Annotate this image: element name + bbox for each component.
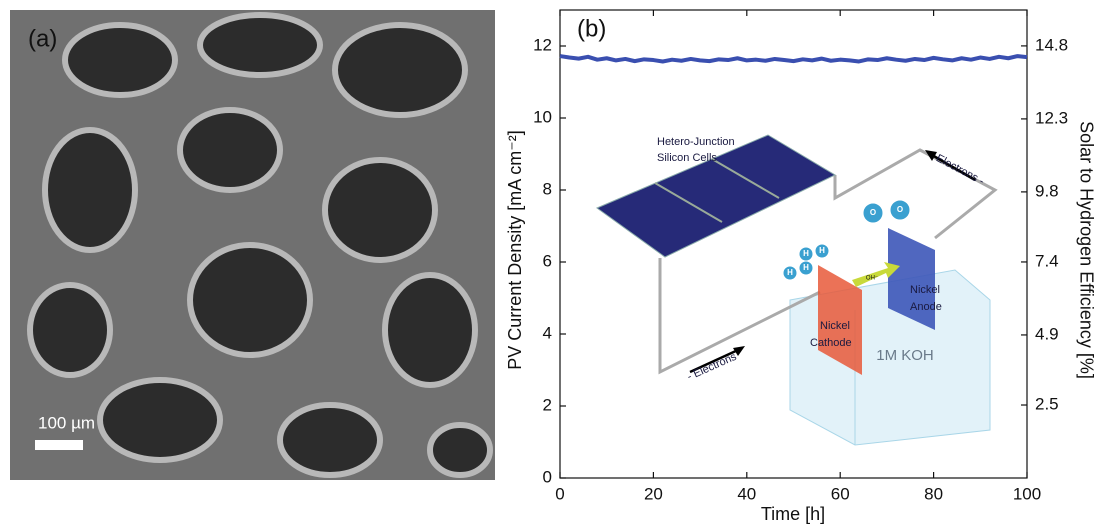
panel-text: Silicon Cells <box>657 152 717 164</box>
y-tick-label: 10 <box>533 107 552 126</box>
hydrogen-label: H <box>803 249 809 258</box>
y2-tick-label: 4.9 <box>1035 324 1059 343</box>
hydrogen-label: H <box>803 263 809 272</box>
oxygen-label: O <box>870 208 876 217</box>
y-axis-title: PV Current Density [mA cm⁻²] <box>505 130 525 370</box>
electrons-label: Electrons - <box>934 152 986 187</box>
y-tick-label: 12 <box>533 35 552 54</box>
x-axis-title: Time [h] <box>761 504 825 524</box>
inset-diagram: H H H H O O OH⁻ Hetero-Junction Silicon … <box>595 134 998 446</box>
electrolyte-label: 1M KOH <box>876 347 934 364</box>
y-tick-label: 6 <box>543 251 552 270</box>
panel-text: Hetero-Junction <box>657 136 735 148</box>
y2-axis-title: Solar to Hydrogen Efficiency [%] <box>1076 121 1096 379</box>
y-tick-label: 4 <box>543 323 552 342</box>
anode-label: Nickel <box>910 284 940 296</box>
frame <box>559 9 1028 479</box>
x-tick-label: 40 <box>737 484 756 503</box>
x-tick-label: 100 <box>1013 484 1041 503</box>
y2-tick-label: 12.3 <box>1035 108 1068 127</box>
oxygen-label: O <box>897 205 903 214</box>
y2-tick-label: 7.4 <box>1035 251 1059 270</box>
y2-tick-label: 14.8 <box>1035 35 1068 54</box>
x-tick-label: 0 <box>555 484 564 503</box>
y-tick-label: 2 <box>543 395 552 414</box>
sem-image: 100 µm (a) <box>10 10 495 480</box>
y-tick-label: 0 <box>543 467 552 486</box>
hydroxide-label: OH⁻ <box>866 276 878 282</box>
hydrogen-label: H <box>787 268 793 277</box>
x-tick-label: 20 <box>644 484 663 503</box>
panel-label: (b) <box>577 15 606 42</box>
anode-label: Anode <box>910 301 942 313</box>
x-tick-label: 80 <box>924 484 943 503</box>
hydrogen-label: H <box>819 246 825 255</box>
cathode-label: Cathode <box>810 337 852 349</box>
plot: (b) Time [h] PV Current Density [mA cm⁻²… <box>505 9 1096 524</box>
x-tick-label: 60 <box>831 484 850 503</box>
y-tick-label: 8 <box>543 179 552 198</box>
scale-bar-label: 100 µm <box>38 413 95 432</box>
panel-label: (a) <box>28 25 57 52</box>
data-line <box>559 54 1028 64</box>
y2-tick-label: 9.8 <box>1035 181 1059 200</box>
y2-tick-label: 2.5 <box>1035 394 1059 413</box>
cathode-label: Nickel <box>820 320 850 332</box>
